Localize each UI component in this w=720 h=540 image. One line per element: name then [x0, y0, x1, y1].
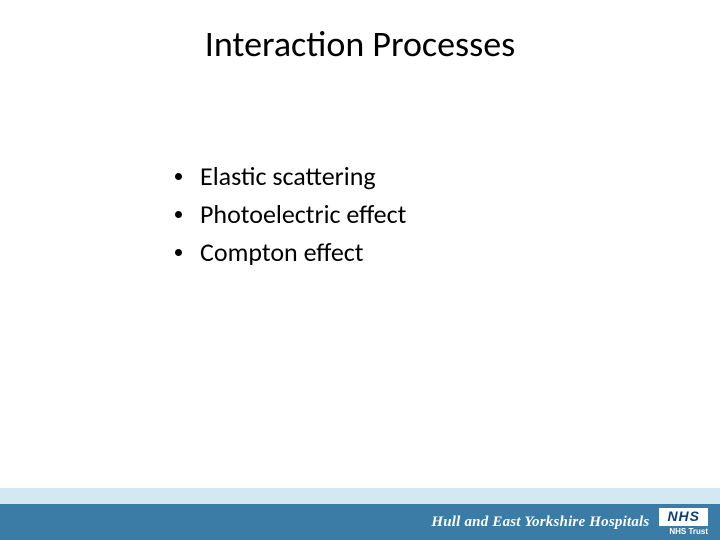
nhs-trust-label: NHS Trust	[669, 527, 708, 536]
slide: Interaction Processes Elastic scattering…	[0, 0, 720, 540]
list-item: Elastic scattering	[175, 160, 406, 192]
bullet-icon	[175, 249, 182, 256]
nhs-logo: NHS	[659, 508, 708, 525]
list-item: Photoelectric effect	[175, 198, 406, 230]
bullet-text: Photoelectric effect	[200, 198, 406, 230]
list-item: Compton effect	[175, 236, 406, 268]
bullet-text: Elastic scattering	[200, 160, 376, 192]
bullet-list: Elastic scattering Photoelectric effect …	[175, 160, 406, 274]
footer-band-dark: Hull and East Yorkshire Hospitals NHS NH…	[0, 504, 720, 540]
org-name-text: Hull and East Yorkshire Hospitals	[431, 514, 649, 530]
bullet-text: Compton effect	[200, 236, 363, 268]
org-name: Hull and East Yorkshire Hospitals	[431, 514, 649, 531]
bullet-icon	[175, 211, 182, 218]
footer-band-light	[0, 488, 720, 504]
nhs-logo-block: NHS NHS Trust	[659, 508, 708, 535]
bullet-icon	[175, 173, 182, 180]
footer: Hull and East Yorkshire Hospitals NHS NH…	[0, 488, 720, 540]
slide-title: Interaction Processes	[0, 22, 720, 66]
